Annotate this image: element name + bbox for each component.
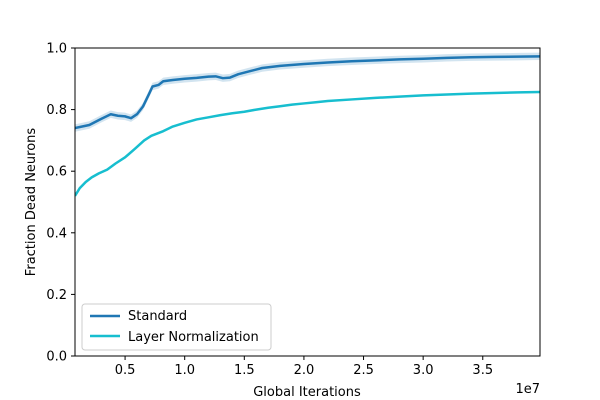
- y-tick-label: 0.2: [46, 288, 67, 303]
- series-line-layer-normalization: [75, 90, 540, 197]
- y-tick-label: 1.0: [46, 42, 67, 57]
- series-band-standard: [75, 52, 540, 132]
- y-axis: 0.0 0.2 0.4 0.6 0.8 1.0: [46, 42, 75, 365]
- plot-frame: [74, 47, 541, 357]
- x-tick-label: 3.0: [413, 363, 434, 378]
- y-axis-label: Fraction Dead Neurons: [24, 128, 39, 277]
- x-tick-label: 1.5: [234, 363, 255, 378]
- x-axis-label: Global Iterations: [253, 385, 361, 400]
- x-tick-label: 2.0: [294, 363, 315, 378]
- series-layer: [75, 52, 540, 197]
- x-axis: 0.5 1.0 1.5 2.0 2.5 3.0 3.5: [115, 356, 493, 378]
- legend-label-standard: Standard: [128, 309, 187, 324]
- x-tick-label: 2.5: [353, 363, 374, 378]
- series-line-standard: [75, 55, 540, 130]
- legend-label-layer-normalization: Layer Normalization: [128, 330, 259, 345]
- y-tick-label: 0.0: [46, 350, 67, 365]
- x-tick-label: 1.0: [174, 363, 195, 378]
- legend: Standard Layer Normalization: [81, 303, 272, 351]
- y-tick-label: 0.8: [46, 103, 67, 118]
- x-tick-label: 0.5: [115, 363, 136, 378]
- x-axis-offset-label: 1e7: [515, 382, 540, 397]
- legend-box: [81, 303, 272, 351]
- y-tick-label: 0.6: [46, 165, 67, 180]
- y-tick-label: 0.4: [46, 226, 67, 241]
- x-tick-label: 3.5: [472, 363, 493, 378]
